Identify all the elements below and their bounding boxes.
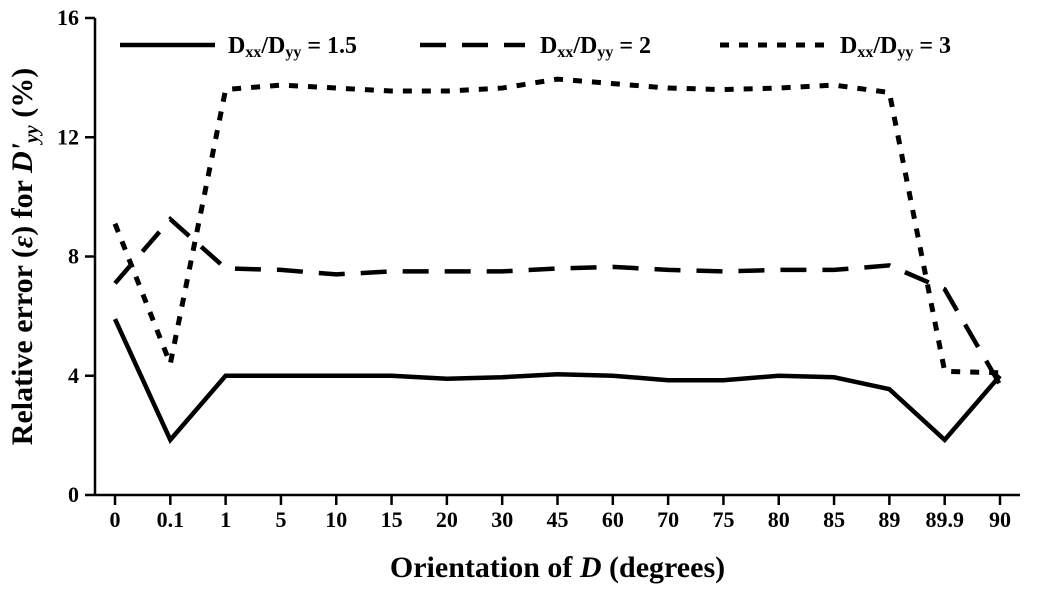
series-s1 xyxy=(115,319,1000,440)
x-tick-label: 1 xyxy=(220,507,231,532)
series-s3 xyxy=(115,79,1000,373)
y-tick-label: 4 xyxy=(68,363,79,388)
x-tick-label: 60 xyxy=(602,507,624,532)
y-tick-label: 16 xyxy=(57,5,79,30)
chart-container: 048121600.115101520304560707580858989.99… xyxy=(0,0,1050,605)
x-tick-label: 85 xyxy=(823,507,845,532)
y-tick-label: 0 xyxy=(68,482,79,507)
x-tick-label: 30 xyxy=(491,507,513,532)
x-tick-label: 75 xyxy=(712,507,734,532)
x-tick-label: 89 xyxy=(878,507,900,532)
series-s2 xyxy=(115,219,1000,384)
x-axis-title: Orientation of D (degrees) xyxy=(390,551,725,584)
x-tick-label: 90 xyxy=(989,507,1011,532)
x-tick-label: 10 xyxy=(325,507,347,532)
x-tick-label: 70 xyxy=(657,507,679,532)
legend-label: Dxx/Dyy = 3 xyxy=(840,33,951,61)
x-tick-label: 5 xyxy=(275,507,286,532)
y-axis-title: Relative error (ε) for D'yy (%) xyxy=(6,68,43,445)
x-tick-label: 89.9 xyxy=(925,507,964,532)
x-tick-label: 0 xyxy=(110,507,121,532)
legend-label: Dxx/Dyy = 2 xyxy=(540,33,651,61)
x-tick-label: 0.1 xyxy=(157,507,185,532)
x-tick-label: 45 xyxy=(547,507,569,532)
x-tick-label: 20 xyxy=(436,507,458,532)
x-tick-label: 80 xyxy=(768,507,790,532)
x-tick-label: 15 xyxy=(381,507,403,532)
y-tick-label: 12 xyxy=(57,124,79,149)
y-tick-label: 8 xyxy=(68,244,79,269)
line-chart: 048121600.115101520304560707580858989.99… xyxy=(0,0,1050,605)
legend-label: Dxx/Dyy = 1.5 xyxy=(228,33,357,61)
